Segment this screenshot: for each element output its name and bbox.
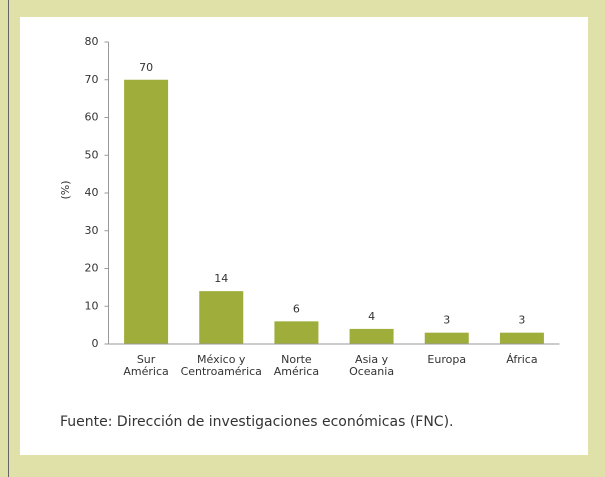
y-tick-label: 20 xyxy=(85,262,99,275)
y-tick-label: 10 xyxy=(85,299,99,312)
bar xyxy=(424,332,469,344)
y-tick-label: 30 xyxy=(85,224,99,237)
y-tick-label: 50 xyxy=(85,148,99,161)
bar xyxy=(124,79,169,344)
data-label: 4 xyxy=(368,310,375,323)
y-tick-label: 0 xyxy=(92,337,99,350)
x-tick-label: Centroamérica xyxy=(181,365,262,378)
x-tick-label: Norte xyxy=(281,353,312,366)
x-tick-label: Europa xyxy=(427,353,466,366)
source: Fuente: Dirección de investigaciones eco… xyxy=(60,414,454,430)
y-tick-label: 80 xyxy=(85,35,99,48)
data-label: 70 xyxy=(139,61,153,74)
x-tick-label: Sur xyxy=(137,353,156,366)
x-tick-label: Asia y xyxy=(355,353,389,366)
bar xyxy=(199,291,244,344)
x-tick-label: África xyxy=(506,353,537,366)
data-label: 14 xyxy=(214,272,228,285)
y-tick-label: 40 xyxy=(85,186,99,199)
bar xyxy=(274,321,319,344)
x-tick-label: México y xyxy=(197,353,246,366)
panel xyxy=(20,17,588,455)
data-label: 3 xyxy=(518,314,525,327)
data-label: 6 xyxy=(293,302,300,315)
y-tick-label: 70 xyxy=(85,73,99,86)
x-tick-label: América xyxy=(123,365,168,378)
x-tick-label: América xyxy=(274,365,319,378)
y-tick-label: 60 xyxy=(85,111,99,124)
bar xyxy=(349,328,394,344)
y-axis-label: (%) xyxy=(59,180,72,199)
data-label: 3 xyxy=(443,314,450,327)
x-tick-label: Oceania xyxy=(349,365,394,378)
bar xyxy=(499,332,544,344)
